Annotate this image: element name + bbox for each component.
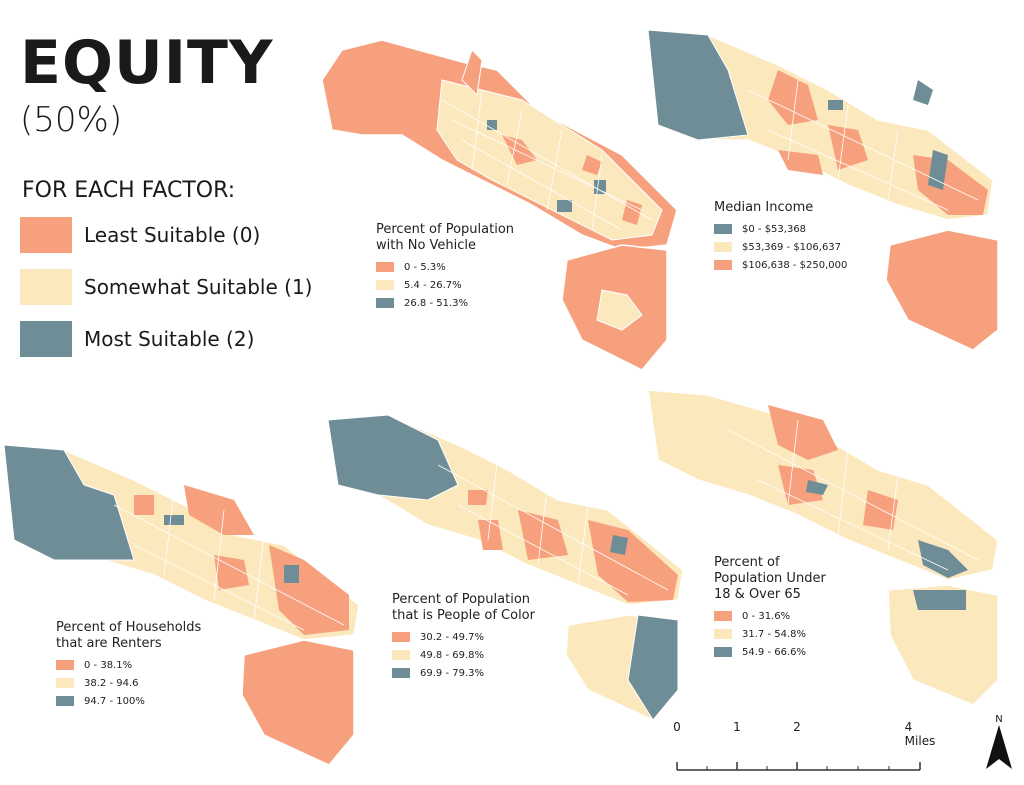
- legend-renters-title-line-2: that are Renters: [56, 636, 162, 651]
- legend-swatch: [56, 678, 74, 688]
- legend-class-label: 0 - 38.1%: [84, 659, 133, 671]
- legend-item: $53,369 - $106,637: [714, 238, 847, 256]
- legend-swatch: [714, 224, 732, 234]
- legend-class-label: 38.2 - 94.6: [84, 677, 139, 689]
- legend-age-title-line-1: Percent of: [714, 555, 780, 570]
- legend-no-vehicle-title-line-2: with No Vehicle: [376, 238, 477, 253]
- map-no-vehicle: [322, 40, 678, 370]
- scale-tick-4: 4 Miles: [904, 720, 936, 748]
- legend-item: 26.8 - 51.3%: [376, 294, 514, 312]
- map-median-income: [648, 30, 999, 351]
- north-arrow-icon: [986, 725, 1012, 769]
- legend-class-label: 0 - 31.6%: [742, 610, 791, 622]
- legend-age-title-line-3: 18 & Over 65: [714, 587, 801, 602]
- map-people-of-color: [328, 414, 684, 720]
- legend-class-label: $0 - $53,368: [742, 223, 807, 235]
- most-suitable-label: Most Suitable (2): [84, 327, 255, 351]
- legend-class-label: 69.9 - 79.3%: [420, 667, 484, 679]
- legend-swatch: [376, 280, 394, 290]
- legend-class-label: 49.8 - 69.8%: [420, 649, 484, 661]
- most-suitable-swatch: [20, 321, 72, 357]
- page-subtitle: (50%): [20, 100, 123, 140]
- legend-swatch: [56, 660, 74, 670]
- legend-item: 31.7 - 54.8%: [714, 625, 826, 643]
- legend-swatch: [392, 668, 410, 678]
- page-title: EQUITY: [20, 28, 274, 98]
- legend-swatch: [392, 650, 410, 660]
- scale-tick-1: 1: [733, 720, 741, 734]
- legend-median-income: Median Income $0 - $53,368 $53,369 - $10…: [714, 200, 847, 274]
- legend-swatch: [376, 298, 394, 308]
- legend-renters: Percent of Households that are Renters 0…: [56, 620, 201, 710]
- legend-class-label: 94.7 - 100%: [84, 695, 145, 707]
- legend-swatch: [392, 632, 410, 642]
- legend-class-label: 54.9 - 66.6%: [742, 646, 806, 658]
- factor-key-least: Least Suitable (0): [20, 216, 260, 254]
- legend-people-of-color-title-line-1: Percent of Population: [392, 592, 531, 607]
- legend-item: 94.7 - 100%: [56, 692, 201, 710]
- legend-age: Percent of Population Under 18 & Over 65…: [714, 555, 826, 661]
- legend-swatch: [714, 647, 732, 657]
- legend-swatch: [714, 260, 732, 270]
- legend-swatch: [714, 611, 732, 621]
- legend-class-label: $106,638 - $250,000: [742, 259, 848, 271]
- legend-class-label: 5.4 - 26.7%: [404, 279, 462, 291]
- least-suitable-label: Least Suitable (0): [84, 223, 261, 247]
- factor-key-heading: FOR EACH FACTOR:: [22, 178, 236, 203]
- legend-item: 0 - 5.3%: [376, 258, 514, 276]
- legend-item: 30.2 - 49.7%: [392, 628, 535, 646]
- legend-swatch: [714, 629, 732, 639]
- least-suitable-swatch: [20, 217, 72, 253]
- scale-tick-2: 2: [793, 720, 801, 734]
- scale-bar-graphic: [676, 762, 921, 771]
- legend-class-label: $53,369 - $106,637: [742, 241, 842, 253]
- legend-item: 69.9 - 79.3%: [392, 664, 535, 682]
- legend-item: 0 - 31.6%: [714, 607, 826, 625]
- north-arrow: N: [986, 714, 1012, 773]
- legend-swatch: [376, 262, 394, 272]
- legend-item: 5.4 - 26.7%: [376, 276, 514, 294]
- legend-no-vehicle-title-line-1: Percent of Population: [376, 222, 515, 237]
- legend-class-label: 30.2 - 49.7%: [420, 631, 484, 643]
- legend-item: 54.9 - 66.6%: [714, 643, 826, 661]
- legend-age-title-line-2: Population Under: [714, 571, 826, 586]
- legend-item: 49.8 - 69.8%: [392, 646, 535, 664]
- legend-swatch: [56, 696, 74, 706]
- map-age: [648, 390, 999, 706]
- map-no-vehicle-south-area: [561, 244, 668, 370]
- map-renters: [4, 445, 360, 766]
- north-arrow-label: N: [995, 714, 1003, 725]
- factor-key-somewhat: Somewhat Suitable (1): [20, 268, 312, 306]
- legend-item: 38.2 - 94.6: [56, 674, 201, 692]
- legend-no-vehicle: Percent of Population with No Vehicle 0 …: [376, 222, 514, 312]
- legend-class-label: 0 - 5.3%: [404, 261, 446, 273]
- map-no-vehicle-main-area: [322, 40, 678, 251]
- legend-median-income-title: Median Income: [714, 200, 814, 215]
- legend-item: $106,638 - $250,000: [714, 256, 847, 274]
- legend-swatch: [714, 242, 732, 252]
- scale-bar: 0 1 2 4 Miles: [673, 720, 935, 776]
- legend-renters-title-line-1: Percent of Households: [56, 620, 202, 635]
- factor-key-most: Most Suitable (2): [20, 320, 254, 358]
- legend-class-label: 26.8 - 51.3%: [404, 297, 468, 309]
- legend-people-of-color-title-line-2: that is People of Color: [392, 608, 535, 623]
- somewhat-suitable-label: Somewhat Suitable (1): [84, 275, 313, 299]
- legend-class-label: 31.7 - 54.8%: [742, 628, 806, 640]
- somewhat-suitable-swatch: [20, 269, 72, 305]
- scale-tick-0: 0: [673, 720, 681, 734]
- legend-item: $0 - $53,368: [714, 220, 847, 238]
- legend-people-of-color: Percent of Population that is People of …: [392, 592, 535, 682]
- legend-item: 0 - 38.1%: [56, 656, 201, 674]
